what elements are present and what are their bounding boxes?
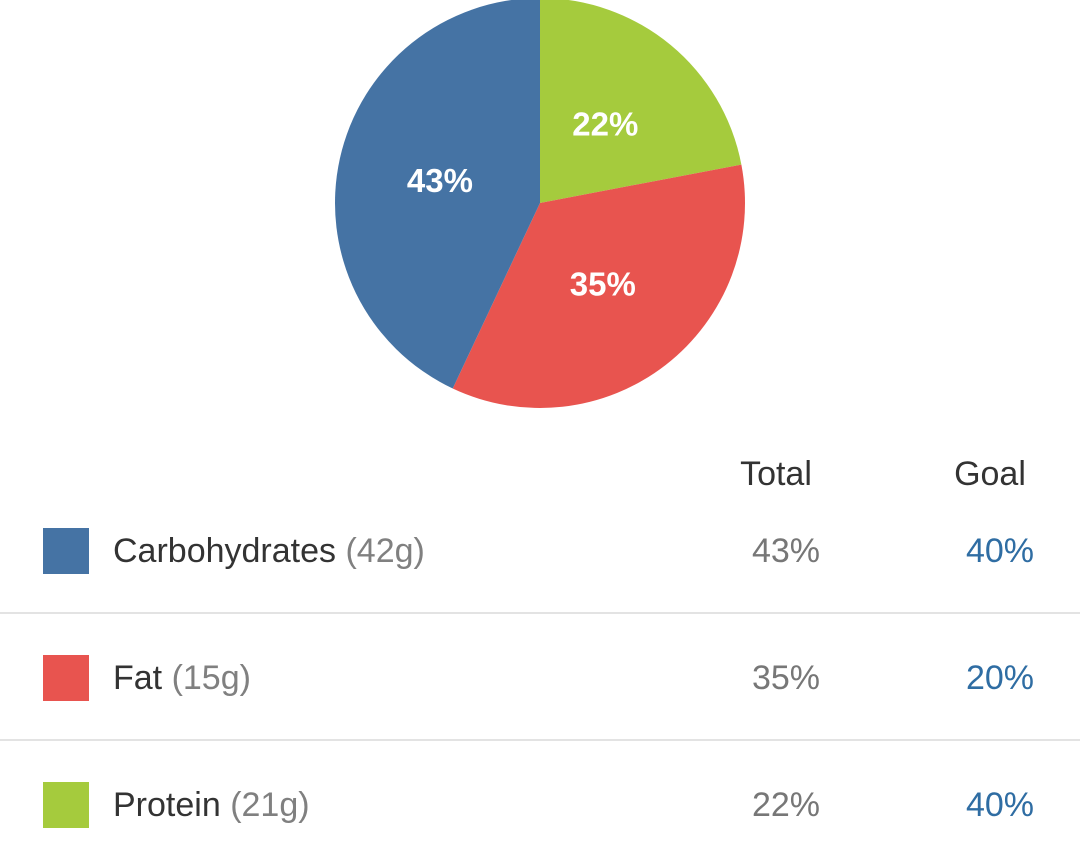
protein-goal: 40% — [965, 786, 1035, 824]
protein-amount: (21g) — [230, 786, 310, 824]
nutrient-row-carbohydrates: Carbohydrates (42g) 43% 40% — [0, 487, 1080, 614]
carbohydrates-amount: (42g) — [345, 532, 425, 570]
pie-label-protein: 22% — [572, 106, 638, 143]
fat-amount: (15g) — [171, 659, 251, 697]
pie-label-carbohydrates: 43% — [407, 162, 473, 199]
nutrient-row-protein: Protein (21g) 22% 40% — [0, 741, 1080, 868]
protein-total: 22% — [751, 786, 821, 824]
pie-slice-carbohydrates — [335, 0, 540, 389]
row-divider — [0, 739, 1080, 741]
carbohydrates-goal: 40% — [965, 532, 1035, 570]
carbohydrates-name: Carbohydrates — [113, 532, 337, 570]
column-header-goal: Goal — [954, 455, 1026, 493]
protein-name: Protein — [113, 786, 221, 824]
fat-name: Fat — [113, 659, 163, 697]
carbohydrates-total: 43% — [751, 532, 821, 570]
row-divider — [0, 612, 1080, 614]
fat-swatch — [43, 655, 89, 701]
protein-swatch — [43, 782, 89, 828]
column-header-total: Total — [740, 455, 812, 493]
fat-goal: 20% — [965, 659, 1035, 697]
fat-total: 35% — [751, 659, 821, 697]
pie-slice-fat — [452, 164, 745, 408]
carbohydrates-swatch — [43, 528, 89, 574]
nutrient-row-fat: Fat (15g) 35% 20% — [0, 614, 1080, 741]
carbohydrates-label: Carbohydrates (42g) — [113, 528, 425, 574]
macro-pie-chart: 22% 35% 43% — [335, 0, 745, 408]
pie-label-fat: 35% — [570, 265, 636, 302]
protein-label: Protein (21g) — [113, 782, 310, 828]
pie-slice-protein — [540, 0, 742, 203]
fat-label: Fat (15g) — [113, 655, 251, 701]
